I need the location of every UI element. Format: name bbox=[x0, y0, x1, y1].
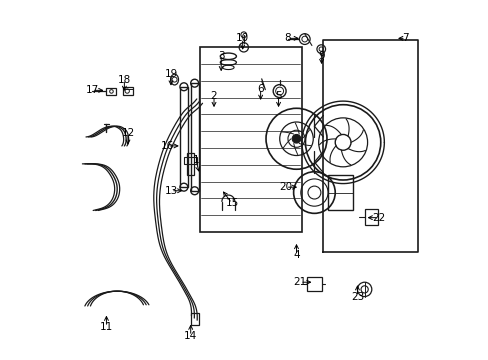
Bar bbox=[180, 87, 187, 187]
Text: 9: 9 bbox=[318, 51, 324, 61]
Text: 23: 23 bbox=[350, 292, 364, 302]
Bar bbox=[199, 47, 301, 232]
Text: 14: 14 bbox=[183, 331, 197, 341]
Text: 4: 4 bbox=[293, 250, 299, 260]
Text: 1: 1 bbox=[192, 155, 199, 165]
Bar bbox=[364, 209, 378, 225]
Bar bbox=[306, 277, 321, 291]
Circle shape bbox=[292, 134, 300, 143]
Bar bbox=[183, 157, 197, 164]
Text: 13: 13 bbox=[164, 186, 177, 196]
Text: 20: 20 bbox=[279, 182, 292, 192]
Text: 16: 16 bbox=[161, 141, 174, 151]
Text: 7: 7 bbox=[402, 33, 408, 43]
Bar bbox=[327, 175, 352, 211]
Bar bbox=[106, 88, 116, 95]
Text: 10: 10 bbox=[236, 33, 249, 43]
Bar bbox=[190, 83, 198, 191]
Bar bbox=[122, 87, 132, 95]
Text: 22: 22 bbox=[371, 213, 385, 222]
Text: 8: 8 bbox=[284, 33, 290, 43]
Text: 19: 19 bbox=[164, 69, 177, 79]
Text: 21: 21 bbox=[293, 277, 306, 287]
Bar bbox=[187, 153, 193, 175]
Text: 2: 2 bbox=[210, 91, 217, 101]
Text: 5: 5 bbox=[275, 91, 281, 101]
Text: 17: 17 bbox=[85, 85, 99, 95]
Text: 12: 12 bbox=[121, 129, 134, 138]
Text: 6: 6 bbox=[257, 84, 264, 94]
Text: 18: 18 bbox=[118, 75, 131, 85]
Bar bbox=[190, 313, 198, 325]
Text: 15: 15 bbox=[225, 198, 238, 208]
Text: 11: 11 bbox=[100, 322, 113, 332]
Text: 3: 3 bbox=[218, 51, 224, 61]
